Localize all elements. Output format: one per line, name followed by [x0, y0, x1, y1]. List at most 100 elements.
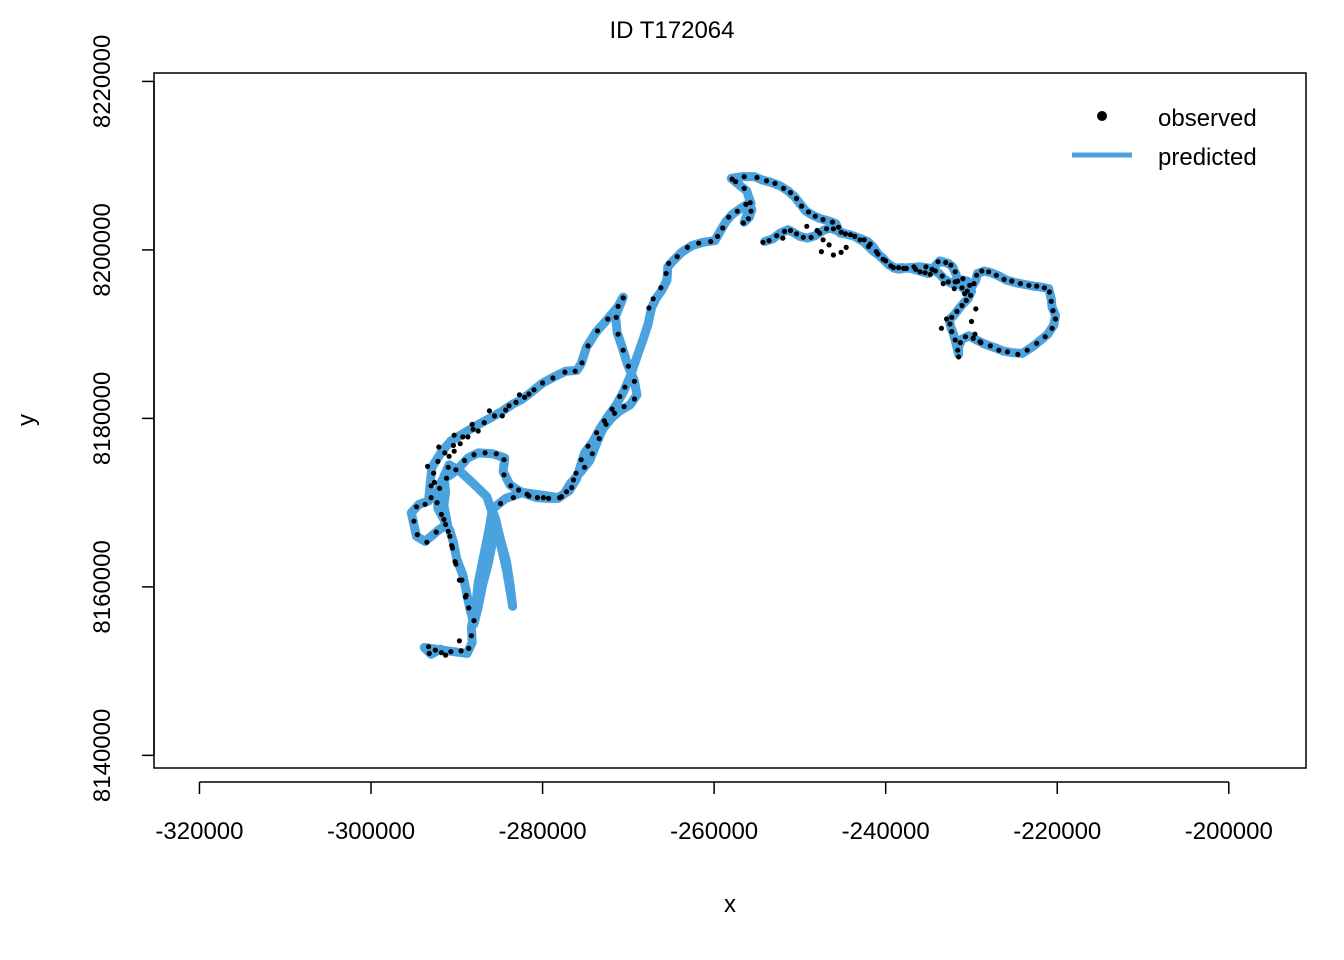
- observed-point: [943, 259, 949, 266]
- x-tick-label: -240000: [842, 818, 930, 845]
- observed-point: [996, 347, 1002, 353]
- observed-point: [1042, 334, 1048, 340]
- observed-point: [445, 464, 451, 470]
- observed-point: [466, 645, 472, 652]
- observed-point: [962, 291, 968, 297]
- observed-point: [741, 185, 747, 191]
- observed-point: [973, 306, 979, 312]
- observed-point: [436, 444, 442, 450]
- observed-point: [804, 223, 810, 229]
- observed-point: [650, 296, 656, 302]
- observed-point: [979, 268, 985, 274]
- observed-point: [491, 413, 498, 419]
- observed-point: [526, 493, 532, 499]
- observed-point: [805, 209, 812, 215]
- observed-point: [674, 254, 680, 260]
- observed-point: [1052, 316, 1059, 322]
- observed-point: [947, 321, 953, 327]
- observed-point: [838, 249, 844, 255]
- observed-point: [448, 649, 454, 655]
- legend-predicted-label: predicted: [1158, 144, 1257, 171]
- observed-point: [838, 229, 844, 235]
- plot-area: [406, 172, 1060, 659]
- x-axis-label: x: [724, 891, 736, 918]
- observed-point: [572, 368, 578, 374]
- x-axis: -320000 -300000 -280000 -260000 -240000 -2200…: [155, 781, 1273, 845]
- observed-point: [696, 240, 702, 246]
- observed-point: [883, 258, 889, 264]
- observed-point: [428, 483, 434, 489]
- observed-point: [748, 208, 754, 214]
- observed-point: [578, 457, 584, 463]
- observed-point: [456, 638, 462, 644]
- observed-point: [951, 286, 957, 292]
- observed-point: [501, 457, 507, 463]
- observed-point: [1049, 325, 1055, 331]
- observed-point: [818, 249, 825, 255]
- observed-point: [780, 235, 786, 241]
- observed-point: [486, 408, 492, 414]
- observed-point: [945, 279, 951, 285]
- y-tick-label: 8160000: [89, 540, 116, 633]
- observed-point: [534, 495, 541, 501]
- observed-point: [787, 190, 794, 196]
- observed-point: [497, 500, 504, 507]
- observed-point: [1004, 349, 1011, 355]
- observed-point: [857, 237, 863, 243]
- observed-point: [445, 528, 451, 534]
- observed-point: [741, 174, 747, 180]
- observed-point: [726, 214, 732, 220]
- observed-point: [463, 592, 469, 598]
- observed-point: [763, 178, 770, 184]
- observed-point: [922, 270, 928, 276]
- observed-point: [646, 305, 652, 311]
- observed-point: [766, 238, 772, 244]
- observed-point: [573, 470, 579, 476]
- observed-point: [433, 529, 439, 535]
- observed-point: [522, 394, 528, 400]
- observed-point: [932, 268, 939, 274]
- observed-point: [425, 644, 432, 650]
- observed-point: [471, 452, 477, 458]
- observed-point: [432, 647, 438, 653]
- observed-point: [526, 391, 532, 397]
- observed-point: [830, 252, 837, 258]
- observed-point: [442, 450, 448, 456]
- observed-point: [939, 273, 945, 279]
- observed-point: [585, 443, 591, 449]
- observed-point: [508, 483, 514, 489]
- observed-point: [820, 217, 826, 223]
- observed-point: [631, 378, 638, 384]
- observed-point: [948, 262, 954, 268]
- observed-point: [426, 650, 432, 657]
- observed-point: [443, 652, 449, 658]
- observed-point: [605, 316, 611, 322]
- observed-point: [613, 314, 619, 320]
- observed-point: [585, 343, 591, 349]
- observed-point: [499, 413, 505, 419]
- observed-point: [993, 272, 999, 278]
- observed-point: [558, 494, 565, 500]
- observed-point: [772, 180, 778, 186]
- observed-point: [601, 418, 607, 424]
- observed-point: [743, 201, 749, 207]
- observed-point: [955, 347, 961, 353]
- observed-point: [740, 220, 746, 226]
- observed-point: [814, 227, 820, 234]
- observed-point: [503, 407, 509, 413]
- observed-point: [1034, 340, 1040, 346]
- observed-point: [865, 243, 872, 250]
- observed-point: [847, 232, 854, 238]
- observed-point: [830, 226, 837, 232]
- observed-point: [594, 328, 601, 334]
- observed-point: [968, 292, 974, 298]
- observed-point: [800, 234, 806, 240]
- observed-point: [620, 295, 626, 301]
- legend: observed predicted: [1072, 105, 1257, 171]
- observed-point: [570, 477, 577, 483]
- observed-point: [510, 495, 516, 501]
- observed-point: [424, 539, 430, 545]
- observed-point: [596, 436, 602, 442]
- observed-point: [546, 495, 552, 501]
